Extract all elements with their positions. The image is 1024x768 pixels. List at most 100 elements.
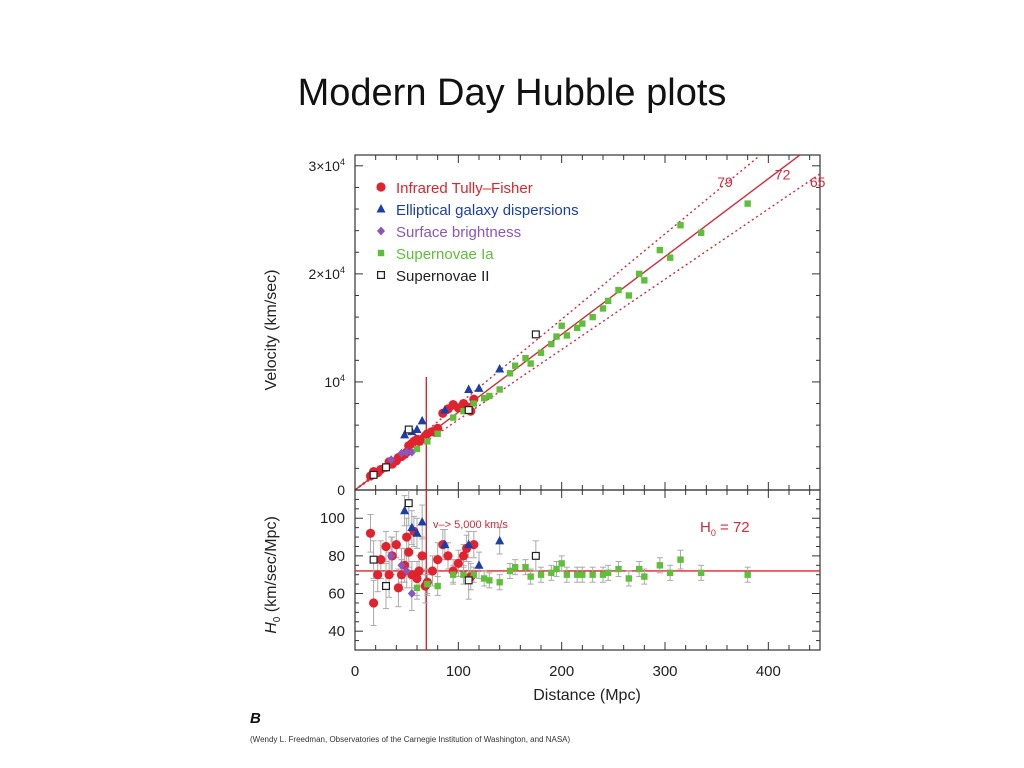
data-point — [417, 517, 427, 526]
data-point — [527, 360, 534, 367]
data-point — [458, 551, 469, 561]
data-point — [558, 560, 565, 567]
data-point — [495, 535, 505, 545]
x-axis-label: Distance (Mpc) — [533, 687, 641, 704]
data-point — [625, 292, 633, 299]
data-point — [579, 320, 586, 327]
data-point — [449, 414, 457, 421]
y-tick-label: 60 — [328, 586, 345, 603]
data-point — [460, 571, 467, 578]
figure-credit: (Wendy L. Freedman, Observatories of the… — [250, 735, 571, 744]
data-point — [407, 522, 417, 532]
data-point — [397, 448, 406, 458]
legend-marker — [377, 249, 385, 257]
data-point — [402, 532, 412, 542]
data-point — [440, 405, 450, 414]
legend-label: Surface brightness — [396, 224, 521, 241]
legend-label: Elliptical galaxy dispersions — [396, 202, 579, 219]
data-point — [563, 571, 571, 578]
data-point — [531, 551, 540, 560]
velocity-cut-annotation: v–> 5,000 km/s — [433, 519, 508, 531]
data-point — [486, 392, 493, 400]
data-point — [744, 571, 751, 578]
x-tick-label: 200 — [549, 663, 574, 680]
data-point — [635, 270, 643, 278]
data-point — [417, 551, 427, 561]
y-tick-label: 2×104 — [308, 265, 345, 282]
bottom-plot-frame — [354, 489, 821, 651]
data-point — [589, 313, 596, 321]
data-point — [677, 222, 684, 229]
data-point — [697, 569, 705, 577]
data-point — [464, 384, 474, 393]
data-point — [402, 447, 411, 457]
data-point — [417, 415, 427, 425]
data-point — [407, 589, 416, 599]
data-point — [474, 560, 484, 569]
data-point — [404, 425, 413, 434]
data-point — [464, 406, 473, 415]
data-point — [387, 455, 396, 465]
legend-marker — [377, 271, 386, 280]
data-point — [511, 362, 519, 369]
legend-marker — [377, 226, 385, 236]
y-tick-label: 0 — [337, 482, 345, 498]
data-point — [666, 569, 674, 577]
data-point — [506, 370, 514, 377]
data-point — [400, 429, 410, 439]
data-point — [376, 555, 386, 565]
legend-marker — [376, 182, 386, 192]
data-point — [486, 577, 493, 584]
data-point — [369, 555, 378, 564]
data-point — [470, 400, 478, 407]
data-point — [522, 563, 529, 571]
data-point — [387, 551, 396, 561]
bottom-y-ticks: 40 60 80 100 — [320, 489, 820, 642]
x-tick-label: 0 — [351, 663, 359, 680]
data-point — [615, 286, 622, 294]
data-point — [496, 579, 503, 586]
top-panel: 0 104 2×104 3×104 79 72 65 Infrared Tully–Fis… — [263, 154, 826, 498]
data-point — [424, 580, 431, 588]
data-point — [573, 324, 581, 332]
bottom-y-axis-label: H0 (km/sec/Mpc) — [263, 516, 283, 634]
x-tick-label: 400 — [756, 663, 781, 680]
data-point — [511, 563, 519, 571]
bottom-panel: 0 100 200 300 400 40 60 80 100 v–> 5,000 km/s H… — [263, 489, 821, 704]
hubble-line-label-72: 72 — [775, 167, 791, 183]
data-point — [427, 566, 438, 576]
data-point — [480, 394, 488, 402]
x-tick-label: 300 — [652, 663, 677, 680]
data-point — [480, 575, 488, 582]
legend-marker — [376, 204, 386, 213]
data-point — [433, 555, 443, 565]
data-point — [697, 229, 705, 237]
data-point — [391, 539, 401, 550]
y-tick-label: 40 — [328, 623, 345, 640]
data-point — [393, 583, 403, 593]
data-point — [656, 562, 664, 569]
data-point — [397, 560, 406, 570]
data-point — [531, 330, 540, 339]
data-point — [604, 297, 612, 305]
data-point — [677, 556, 684, 563]
data-point — [666, 254, 674, 261]
data-point — [496, 386, 503, 393]
data-point — [369, 470, 378, 479]
slide-title: Modern Day Hubble plots — [297, 72, 727, 114]
data-point — [414, 566, 424, 576]
top-data-points — [365, 200, 751, 481]
data-point — [404, 547, 414, 557]
data-point — [656, 246, 664, 254]
data-point — [434, 430, 441, 438]
data-point — [522, 354, 529, 362]
data-point — [635, 565, 643, 573]
data-point — [506, 567, 514, 575]
data-point — [413, 445, 421, 453]
hubble-line-79 — [355, 155, 762, 490]
data-point — [641, 277, 648, 284]
data-point — [464, 539, 474, 549]
y-tick-label: 100 — [320, 510, 345, 527]
data-point — [553, 333, 560, 340]
data-point — [460, 407, 467, 415]
